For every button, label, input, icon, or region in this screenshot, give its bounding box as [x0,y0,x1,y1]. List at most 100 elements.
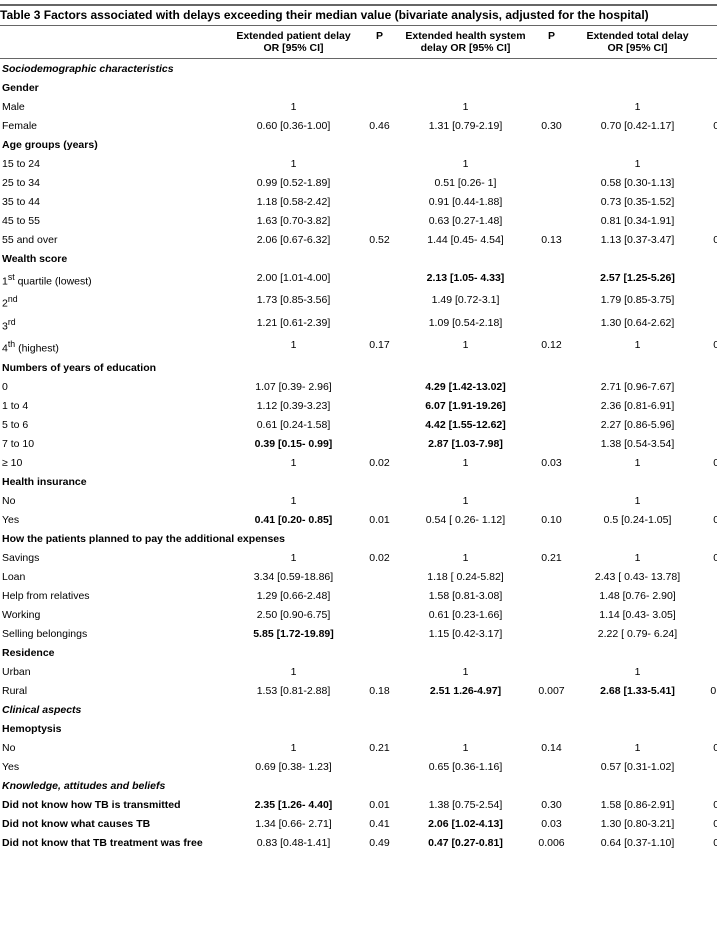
table-row: Wealth score [0,249,717,268]
table-row: Sociodemographic characteristics [0,59,717,79]
group-header: Residence [0,643,717,662]
col-p2: 0.007 [535,681,568,700]
col-p3: 0.10 [707,833,717,852]
group-header: Health insurance [0,472,717,491]
table-row: 25 to 340.99 [0.52-1.89]0.51 [0.26- 1]0.… [0,173,717,192]
col-p1 [363,605,396,624]
col-p1: 0.17 [363,336,396,359]
col-health-system: 0.61 [0.23-1.66] [396,605,535,624]
table-row: Residence [0,643,717,662]
col-patient-delay: 1.53 [0.81-2.88] [224,681,363,700]
table-row: Did not know what causes TB1.34 [0.66- 2… [0,814,717,833]
col-total-delay: 1 [568,154,707,173]
col-patient-delay: 1.12 [0.39-3.23] [224,396,363,415]
row-label: 55 and over [0,230,224,249]
col-total-delay: 1 [568,453,707,472]
table-row: Male111 [0,97,717,116]
col-health-system: 1.49 [0.72-3.1] [396,291,535,314]
col-total-delay: 1.30 [0.64-2.62] [568,313,707,336]
col-p1 [363,313,396,336]
col-p3: 0.006 [707,681,717,700]
table-row: 35 to 441.18 [0.58-2.42]0.91 [0.44-1.88]… [0,192,717,211]
col-health-system: 0.54 [ 0.26- 1.12] [396,510,535,529]
table-row: 45 to 551.63 [0.70-3.82]0.63 [0.27-1.48]… [0,211,717,230]
col-p3: 0.19 [707,453,717,472]
col-p1: 0.02 [363,453,396,472]
col-patient-delay: 0.99 [0.52-1.89] [224,173,363,192]
table-row: 55 and over2.06 [0.67-6.32]0.521.44 [0.4… [0,230,717,249]
col-p2 [535,377,568,396]
col-patient-delay: 1.63 [0.70-3.82] [224,211,363,230]
col-p1: 0.52 [363,230,396,249]
col-patient-delay: 1 [224,97,363,116]
col-p1 [363,377,396,396]
col-p3: 0.51 [707,548,717,567]
table-row: Urban111 [0,662,717,681]
group-header: Hemoptysis [0,719,717,738]
col-p1 [363,268,396,291]
table-row: Rural1.53 [0.81-2.88]0.182.51 1.26-4.97]… [0,681,717,700]
col-p2 [535,757,568,776]
col-health-system: 1.15 [0.42-3.17] [396,624,535,643]
table-row: 01.07 [0.39- 2.96]4.29 [1.42-13.02]2.71 … [0,377,717,396]
col-patient-delay: 0.83 [0.48-1.41] [224,833,363,852]
col-patient-delay: 0.60 [0.36-1.00] [224,116,363,135]
col-p3 [707,434,717,453]
table-row: ≥ 1010.0210.0310.19 [0,453,717,472]
col-p1: 0.49 [363,833,396,852]
col-p3: 0.49 [707,230,717,249]
col-p3 [707,605,717,624]
col-p2 [535,396,568,415]
col-health-system: 2.87 [1.03-7.98] [396,434,535,453]
col-health-system: 0.63 [0.27-1.48] [396,211,535,230]
col-total-delay: 1 [568,548,707,567]
row-label: 3rd [0,313,224,336]
col-total-delay: 1.38 [0.54-3.54] [568,434,707,453]
section-header: Sociodemographic characteristics [0,59,717,79]
col-total-delay: 0.70 [0.42-1.17] [568,116,707,135]
row-label: 7 to 10 [0,434,224,453]
col-total-delay: 0.57 [0.31-1.02] [568,757,707,776]
col-p3 [707,757,717,776]
col-patient-delay: 1 [224,453,363,472]
col-patient-delay: 3.34 [0.59-18.86] [224,567,363,586]
table-row: 1st quartile (lowest)2.00 [1.01-4.00]2.1… [0,268,717,291]
col-p3 [707,291,717,314]
row-label: Rural [0,681,224,700]
col-p1: 0.46 [363,116,396,135]
col-health-system: 2.06 [1.02-4.13] [396,814,535,833]
col-p2: 0.006 [535,833,568,852]
col-health-system: 0.51 [0.26- 1] [396,173,535,192]
col-p1: 0.18 [363,681,396,700]
col-p1: 0.21 [363,738,396,757]
table-row: Working2.50 [0.90-6.75]0.61 [0.23-1.66]1… [0,605,717,624]
col-p1 [363,662,396,681]
col-total-delay: 0.73 [0.35-1.52] [568,192,707,211]
data-table: Extended patient delayOR [95% CI] P Exte… [0,26,717,852]
table-row: Did not know how TB is transmitted2.35 [… [0,795,717,814]
col-patient-delay: 1.18 [0.58-2.42] [224,192,363,211]
col-patient-delay: 2.50 [0.90-6.75] [224,605,363,624]
col-p2 [535,291,568,314]
row-label: Female [0,116,224,135]
col-total-delay: 2.57 [1.25-5.26] [568,268,707,291]
col-health-system: 4.42 [1.55-12.62] [396,415,535,434]
row-label: Yes [0,510,224,529]
table-row: 15 to 24111 [0,154,717,173]
col-health-system: 1 [396,97,535,116]
table-row: Gender [0,78,717,97]
table-row: 5 to 60.61 [0.24-1.58]4.42 [1.55-12.62]2… [0,415,717,434]
col-p3 [707,567,717,586]
col-p1 [363,415,396,434]
col-total-delay: 1.14 [0.43- 3.05] [568,605,707,624]
table-row: How the patients planned to pay the addi… [0,529,717,548]
col-total-delay: 1.13 [0.37-3.47] [568,230,707,249]
col-health-system: 1 [396,738,535,757]
col-p1 [363,396,396,415]
col-p3: 0.06 [707,336,717,359]
table-row: 4th (highest)10.1710.1210.06 [0,336,717,359]
col-p2 [535,97,568,116]
table-row: Selling belongings5.85 [1.72-19.89]1.15 … [0,624,717,643]
col-health-system: 1 [396,336,535,359]
col-p3 [707,173,717,192]
